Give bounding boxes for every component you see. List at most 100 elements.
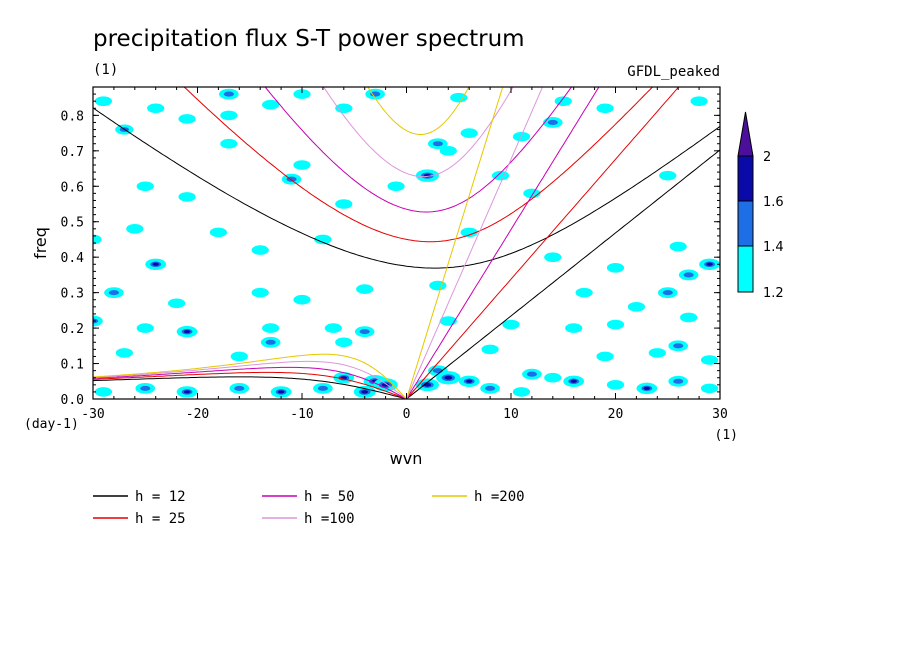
- spectrum-patch: [565, 323, 583, 333]
- spectrum-patch: [481, 344, 499, 355]
- spectrum-patch-peak: [183, 330, 191, 334]
- spectrum-patch: [596, 351, 614, 362]
- spectrum-patch-core: [673, 343, 684, 349]
- spectrum-patch-peak: [706, 262, 713, 266]
- spectrum-patch: [596, 103, 614, 114]
- spectrum-patch: [523, 188, 541, 199]
- spectrum-patches: [93, 88, 720, 398]
- spectrum-patch: [669, 241, 687, 252]
- spectrum-patch-peak: [183, 390, 191, 394]
- spectrum-patch-core: [140, 385, 151, 391]
- spectrum-patch: [293, 294, 311, 305]
- spectrum-patch-core: [485, 385, 496, 391]
- spectrum-patch: [700, 383, 719, 394]
- spectrum-patch: [178, 192, 196, 202]
- colorbar-label: 1.6: [763, 195, 784, 210]
- legend-label-h25: h = 25: [135, 511, 186, 527]
- kelvin-curve-h200: [406, 87, 504, 399]
- x-tick-label: -20: [186, 407, 209, 422]
- legend-label-h12: h = 12: [135, 489, 186, 505]
- x-tick-label: 20: [608, 407, 624, 422]
- spectrum-patch: [147, 103, 165, 114]
- spectrum-patch: [335, 337, 353, 348]
- spectrum-patch: [220, 138, 238, 149]
- spectrum-patch: [314, 234, 332, 245]
- x-tick-label: -10: [290, 407, 313, 422]
- ig-curve-h50: [264, 87, 573, 213]
- spectrum-patch: [293, 160, 311, 170]
- spectrum-patch-core: [359, 329, 370, 335]
- spectrum-patch: [450, 92, 468, 103]
- spectrum-patch: [387, 181, 405, 192]
- spectrum-patch-peak: [466, 379, 473, 383]
- spectrum-patch-core: [234, 385, 245, 391]
- y-unit-label: (day-1): [24, 417, 79, 432]
- y-tick-label: 0.6: [61, 180, 84, 195]
- dispersion-curves: [93, 87, 720, 399]
- spectrum-patch: [93, 234, 102, 245]
- spectrum-patch-peak: [381, 382, 390, 387]
- spectrum-patch: [220, 110, 238, 121]
- kelvin-curve-h100: [406, 87, 544, 399]
- spectrum-patch: [680, 312, 698, 323]
- spectrum-patch: [251, 287, 269, 298]
- spectrum-patch: [126, 224, 144, 234]
- spectrum-patch-core: [223, 91, 234, 97]
- spectrum-patch: [262, 323, 280, 333]
- spectrum-patch-peak: [444, 375, 453, 380]
- colorbar-label: 1.4: [763, 240, 784, 255]
- spectrum-patch: [262, 99, 280, 110]
- spectrum-patch: [460, 227, 478, 238]
- spectrum-patch-core: [370, 91, 381, 97]
- spectrum-patch: [94, 96, 113, 106]
- spectrum-patch: [627, 302, 646, 312]
- chart-title: precipitation flux S-T power spectrum: [93, 26, 525, 52]
- colorbar: 1.2 1.4 1.6 2: [737, 111, 784, 301]
- y-tick-label: 0.0: [61, 393, 84, 408]
- spectrum-patch-core: [108, 290, 119, 296]
- spectrum-patch: [136, 181, 154, 192]
- spectrum-patch-core: [673, 378, 684, 384]
- y-tick-label: 0.2: [61, 322, 84, 337]
- y-tick-label: 0.5: [61, 216, 84, 231]
- spectrum-patch: [115, 348, 133, 358]
- legend-label-h50: h = 50: [304, 489, 355, 505]
- spectrum-patch-peak: [570, 379, 577, 383]
- legend-label-h100: h =100: [304, 511, 355, 527]
- spectrum-patch: [544, 252, 562, 262]
- ig-curve-h12: [93, 107, 720, 269]
- spectrum-patch-peak: [643, 386, 651, 390]
- rossby-curve-h200: [93, 353, 407, 399]
- colorbar-swatch-1: [737, 245, 754, 293]
- plot-frame: [92, 86, 721, 400]
- spectrum-patch: [209, 227, 227, 238]
- spectrum-patch: [335, 199, 353, 209]
- kelvin-curve-h25: [406, 87, 680, 399]
- colorbar-swatch-2: [737, 200, 754, 247]
- legend-label-h200: h =200: [474, 489, 525, 505]
- kelvin-curve-h12: [406, 149, 720, 399]
- spectrum-patch: [94, 387, 113, 397]
- y-tick-label: 0.4: [61, 251, 85, 266]
- ig-curve-h100: [323, 87, 514, 178]
- spectrum-patch-core: [317, 385, 328, 391]
- colorbar-arrow: [737, 111, 754, 157]
- legend: h = 12 h = 25 h = 50 h =100 h =200: [93, 489, 525, 527]
- spectrum-patch: [648, 348, 666, 358]
- spectrum-patch: [168, 298, 186, 309]
- spectrum-patch-core: [526, 371, 537, 377]
- spectrum-patch: [700, 355, 719, 365]
- spectrum-patch-core: [662, 290, 673, 296]
- x-tick-label: 30: [712, 407, 728, 422]
- ig-curve-h25: [183, 87, 654, 243]
- spectrum-patch: [606, 263, 625, 273]
- spectrum-patch-core: [265, 339, 276, 345]
- x-tick-label: 0: [403, 407, 411, 422]
- y-tick-label: 0.1: [61, 358, 84, 373]
- spectrum-patch: [606, 380, 625, 390]
- x-tick-label: 10: [503, 407, 519, 422]
- spectrum-patch: [460, 128, 478, 138]
- spectrum-patch-peak: [361, 390, 369, 394]
- spectrum-patch: [575, 287, 593, 298]
